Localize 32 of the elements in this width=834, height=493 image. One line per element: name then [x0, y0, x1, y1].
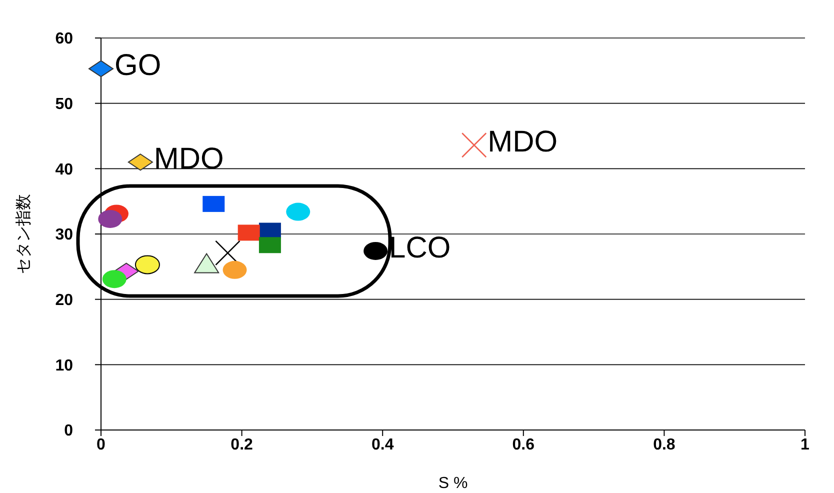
x-tick-label: 0 [96, 436, 106, 454]
point [202, 196, 225, 212]
y-axis-title: セタン指数 [14, 194, 33, 274]
y-tick-label: 40 [55, 161, 74, 178]
y-tick-label: 30 [55, 226, 74, 244]
y-tick-label: 20 [55, 292, 74, 310]
y-tick-label: 60 [55, 30, 74, 48]
point [98, 210, 122, 228]
point [215, 240, 240, 266]
point [194, 253, 220, 274]
y-tick-label: 0 [64, 422, 74, 440]
point [102, 270, 126, 288]
y-tick-label: 50 [55, 96, 74, 114]
point [258, 237, 281, 254]
x-tick-label: 1 [800, 436, 810, 454]
series-label: MDO [154, 142, 224, 176]
x-tick-label: 0.4 [371, 436, 394, 454]
x-axis-title: S % [438, 475, 468, 492]
series-label: LCO [389, 231, 451, 264]
x-tick-label: 0.8 [653, 436, 676, 454]
series-label: GO [114, 49, 162, 82]
series-label: MDO [488, 126, 558, 159]
point [364, 242, 388, 260]
point [134, 255, 160, 274]
point [461, 132, 487, 158]
point [238, 224, 260, 241]
point [286, 202, 310, 221]
point [222, 260, 247, 279]
point [88, 60, 114, 78]
x-tick-label: 0.6 [512, 436, 535, 454]
y-tick-label: 10 [55, 357, 74, 374]
x-tick-label: 0.2 [230, 436, 254, 454]
